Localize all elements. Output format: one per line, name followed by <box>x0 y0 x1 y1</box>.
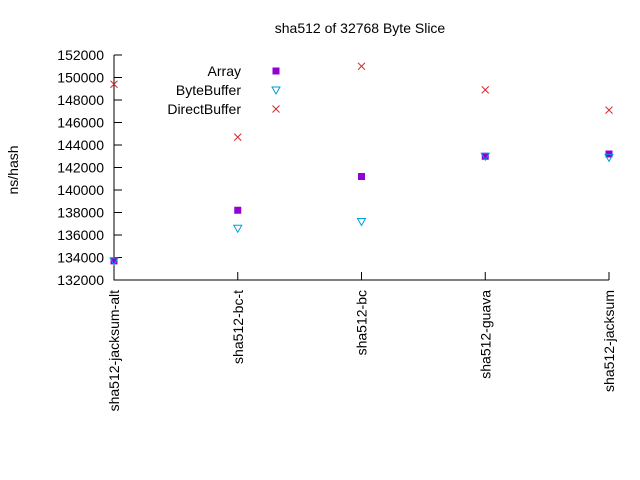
y-axis-label: ns/hash <box>5 145 21 194</box>
y-tick-label: 150000 <box>57 70 104 86</box>
y-tick-label: 146000 <box>57 115 104 131</box>
x-tick-label: sha512-jacksum-alt <box>106 290 122 411</box>
chart-title: sha512 of 32768 Byte Slice <box>275 20 446 36</box>
point-bytebuffer <box>109 257 119 266</box>
y-tick-label: 152000 <box>57 47 104 63</box>
legend: Array ByteBuffer DirectBuffer <box>167 63 281 117</box>
x-tick-label: sha512-bc <box>354 290 370 355</box>
point-array <box>481 152 489 160</box>
y-tick-label: 132000 <box>57 272 104 288</box>
y-tick-label: 138000 <box>57 205 104 221</box>
point-directbuffer <box>357 62 366 71</box>
legend-marker-directbuffer <box>272 105 280 113</box>
series-directbuffer <box>110 62 613 141</box>
x-tick-label: sha512-bc-t <box>230 290 246 364</box>
x-ticks: sha512-jacksum-alt sha512-bc-t sha512-bc sh… <box>106 272 617 411</box>
y-tick-label: 134000 <box>57 250 104 266</box>
x-tick-label: sha512-jacksum <box>601 290 617 392</box>
point-bytebuffer <box>232 224 243 234</box>
point-directbuffer <box>481 86 490 94</box>
y-ticks: 132000 134000 136000 138000 140000 142000 1440… <box>57 47 122 288</box>
legend-label: ByteBuffer <box>176 82 241 98</box>
data-points <box>109 62 614 266</box>
legend-marker-bytebuffer <box>271 86 281 96</box>
point-bytebuffer <box>604 153 614 163</box>
legend-label: DirectBuffer <box>167 101 241 117</box>
y-tick-label: 140000 <box>57 182 104 198</box>
point-array <box>234 206 242 214</box>
legend-label: Array <box>208 63 241 79</box>
series-array <box>110 150 613 265</box>
y-tick-label: 142000 <box>57 160 104 176</box>
point-directbuffer <box>110 80 118 89</box>
point-bytebuffer <box>480 152 491 162</box>
y-tick-label: 136000 <box>57 227 104 243</box>
y-tick-label: 144000 <box>57 137 104 153</box>
legend-marker-array <box>272 67 280 75</box>
x-tick-label: sha512-guava <box>477 290 493 379</box>
point-directbuffer <box>605 106 613 114</box>
series-bytebuffer <box>109 152 614 266</box>
point-bytebuffer <box>356 218 367 227</box>
point-array <box>358 173 365 180</box>
point-array <box>110 257 118 265</box>
point-directbuffer <box>233 133 242 141</box>
y-tick-label: 148000 <box>57 92 104 108</box>
